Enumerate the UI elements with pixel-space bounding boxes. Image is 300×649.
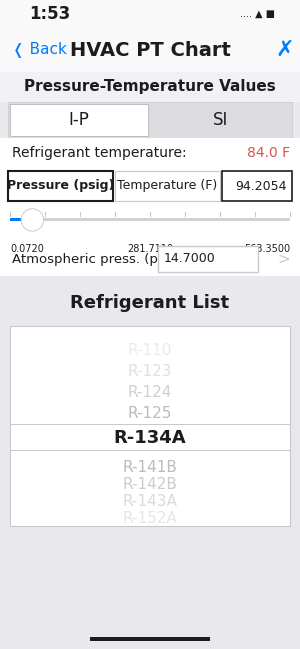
Text: 1:53: 1:53 bbox=[29, 5, 70, 23]
Text: I-P: I-P bbox=[69, 111, 89, 129]
Bar bbox=[0, 204, 300, 242]
Bar bbox=[0, 138, 300, 168]
Text: 0.0720: 0.0720 bbox=[10, 244, 44, 254]
Text: Refrigerant temperature:: Refrigerant temperature: bbox=[12, 146, 187, 160]
Text: ❬ Back: ❬ Back bbox=[12, 42, 67, 58]
Bar bbox=[158, 246, 258, 272]
Bar bbox=[10, 424, 290, 425]
Bar bbox=[10, 219, 42, 221]
Text: 84.0 F: 84.0 F bbox=[247, 146, 290, 160]
Text: .... ▲ ■: .... ▲ ■ bbox=[240, 9, 275, 19]
Bar bbox=[8, 102, 292, 138]
Bar bbox=[10, 450, 290, 451]
Text: R-141B: R-141B bbox=[123, 460, 177, 475]
Bar bbox=[0, 72, 300, 102]
Bar bbox=[0, 288, 300, 318]
Bar bbox=[115, 171, 220, 201]
Bar bbox=[0, 168, 300, 204]
Text: >: > bbox=[277, 252, 290, 267]
Bar bbox=[0, 242, 300, 276]
Circle shape bbox=[21, 209, 44, 231]
Text: Pressure (psig): Pressure (psig) bbox=[7, 180, 114, 193]
Bar bbox=[32, 219, 290, 221]
Text: SI: SI bbox=[213, 111, 229, 129]
Text: Temperature (F): Temperature (F) bbox=[117, 180, 218, 193]
Bar bbox=[8, 171, 113, 201]
Text: 14.7000: 14.7000 bbox=[164, 252, 216, 265]
Text: R-124: R-124 bbox=[128, 385, 172, 400]
Text: R-142B: R-142B bbox=[123, 477, 177, 492]
Text: Refrigerant List: Refrigerant List bbox=[70, 294, 230, 312]
Circle shape bbox=[22, 210, 42, 230]
Text: R-125: R-125 bbox=[128, 406, 172, 421]
Text: ✗: ✗ bbox=[276, 40, 294, 60]
Text: 563.3500: 563.3500 bbox=[244, 244, 290, 254]
Bar bbox=[10, 104, 148, 136]
Bar bbox=[0, 0, 300, 28]
Text: HVAC PT Chart: HVAC PT Chart bbox=[70, 40, 230, 60]
Text: R-134A: R-134A bbox=[114, 429, 186, 447]
Text: R-143A: R-143A bbox=[123, 494, 177, 509]
Bar bbox=[10, 326, 290, 526]
Text: R-152A: R-152A bbox=[123, 511, 177, 526]
Text: R-123: R-123 bbox=[128, 364, 172, 379]
Text: 94.2054: 94.2054 bbox=[236, 180, 287, 193]
Text: R-110: R-110 bbox=[128, 343, 172, 358]
Bar bbox=[0, 28, 300, 72]
Bar bbox=[90, 637, 210, 641]
Bar bbox=[222, 171, 292, 201]
Text: Pressure-Temperature Values: Pressure-Temperature Values bbox=[24, 79, 276, 95]
Text: 281.7110: 281.7110 bbox=[127, 244, 173, 254]
Text: Atmospheric press. (psia):: Atmospheric press. (psia): bbox=[12, 252, 186, 265]
